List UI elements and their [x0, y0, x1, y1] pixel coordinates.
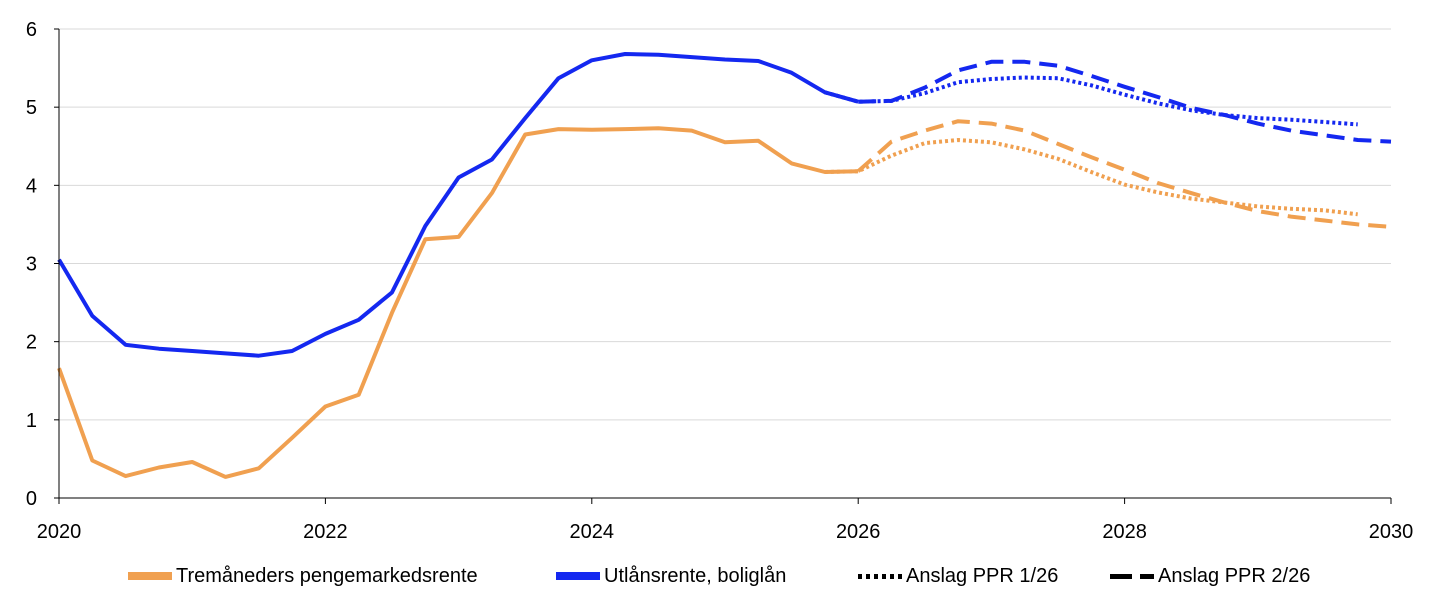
- series-line-dashed-orange: [856, 119, 1392, 229]
- legend-label: Utlånsrente, boliglån: [604, 564, 787, 587]
- legend: Tremåneders pengemarkedsrente Utlånsrent…: [0, 558, 1445, 594]
- series-line-dotted-blue: [824, 75, 1358, 127]
- series-lines: [57, 52, 1392, 479]
- legend-swatch-dashed-black: [1110, 573, 1154, 579]
- x-axis-tick-labels: 2020 2022 2024 2026 2028 2030: [37, 521, 1414, 543]
- y-tick-label-5: 5: [26, 97, 37, 119]
- legend-item-ppr-2-26: Anslag PPR 2/26: [1110, 558, 1310, 594]
- x-tick-label-2022: 2022: [303, 521, 348, 543]
- x-tick-label-2020: 2020: [37, 521, 82, 543]
- legend-label: Anslag PPR 1/26: [906, 564, 1059, 587]
- legend-swatch-solid-orange: [128, 572, 172, 580]
- legend-item-ppr-1-26: Anslag PPR 1/26: [858, 558, 1058, 594]
- series-line-solid-blue: [57, 52, 859, 358]
- y-tick-label-6: 6: [26, 19, 37, 41]
- legend-label: Anslag PPR 2/26: [1158, 564, 1311, 587]
- x-tick-label-2030: 2030: [1369, 521, 1414, 543]
- axes: [54, 28, 1392, 504]
- legend-item-3m-rate: Tremåneders pengemarkedsrente: [128, 558, 478, 594]
- legend-item-mortgage-rate: Utlånsrente, boliglån: [556, 558, 786, 594]
- x-tick-label-2024: 2024: [570, 521, 615, 543]
- y-tick-label-0: 0: [26, 488, 37, 510]
- y-tick-label-3: 3: [26, 254, 37, 276]
- y-tick-label-4: 4: [26, 175, 37, 197]
- y-tick-label-2: 2: [26, 332, 37, 354]
- legend-swatch-solid-blue: [556, 572, 600, 580]
- y-tick-label-1: 1: [26, 410, 37, 432]
- x-tick-label-2026: 2026: [836, 521, 881, 543]
- y-axis-tick-labels: 0 1 2 3 4 5 6: [26, 19, 37, 510]
- x-tick-label-2028: 2028: [1102, 521, 1147, 543]
- grid-lines: [59, 28, 1391, 421]
- series-line-dashed-blue: [858, 59, 1392, 144]
- legend-label: Tremåneders pengemarkedsrente: [176, 564, 478, 587]
- series-line-dotted-orange: [824, 138, 1358, 217]
- legend-swatch-dotted-black: [858, 573, 902, 579]
- series-line-solid-orange: [57, 126, 859, 479]
